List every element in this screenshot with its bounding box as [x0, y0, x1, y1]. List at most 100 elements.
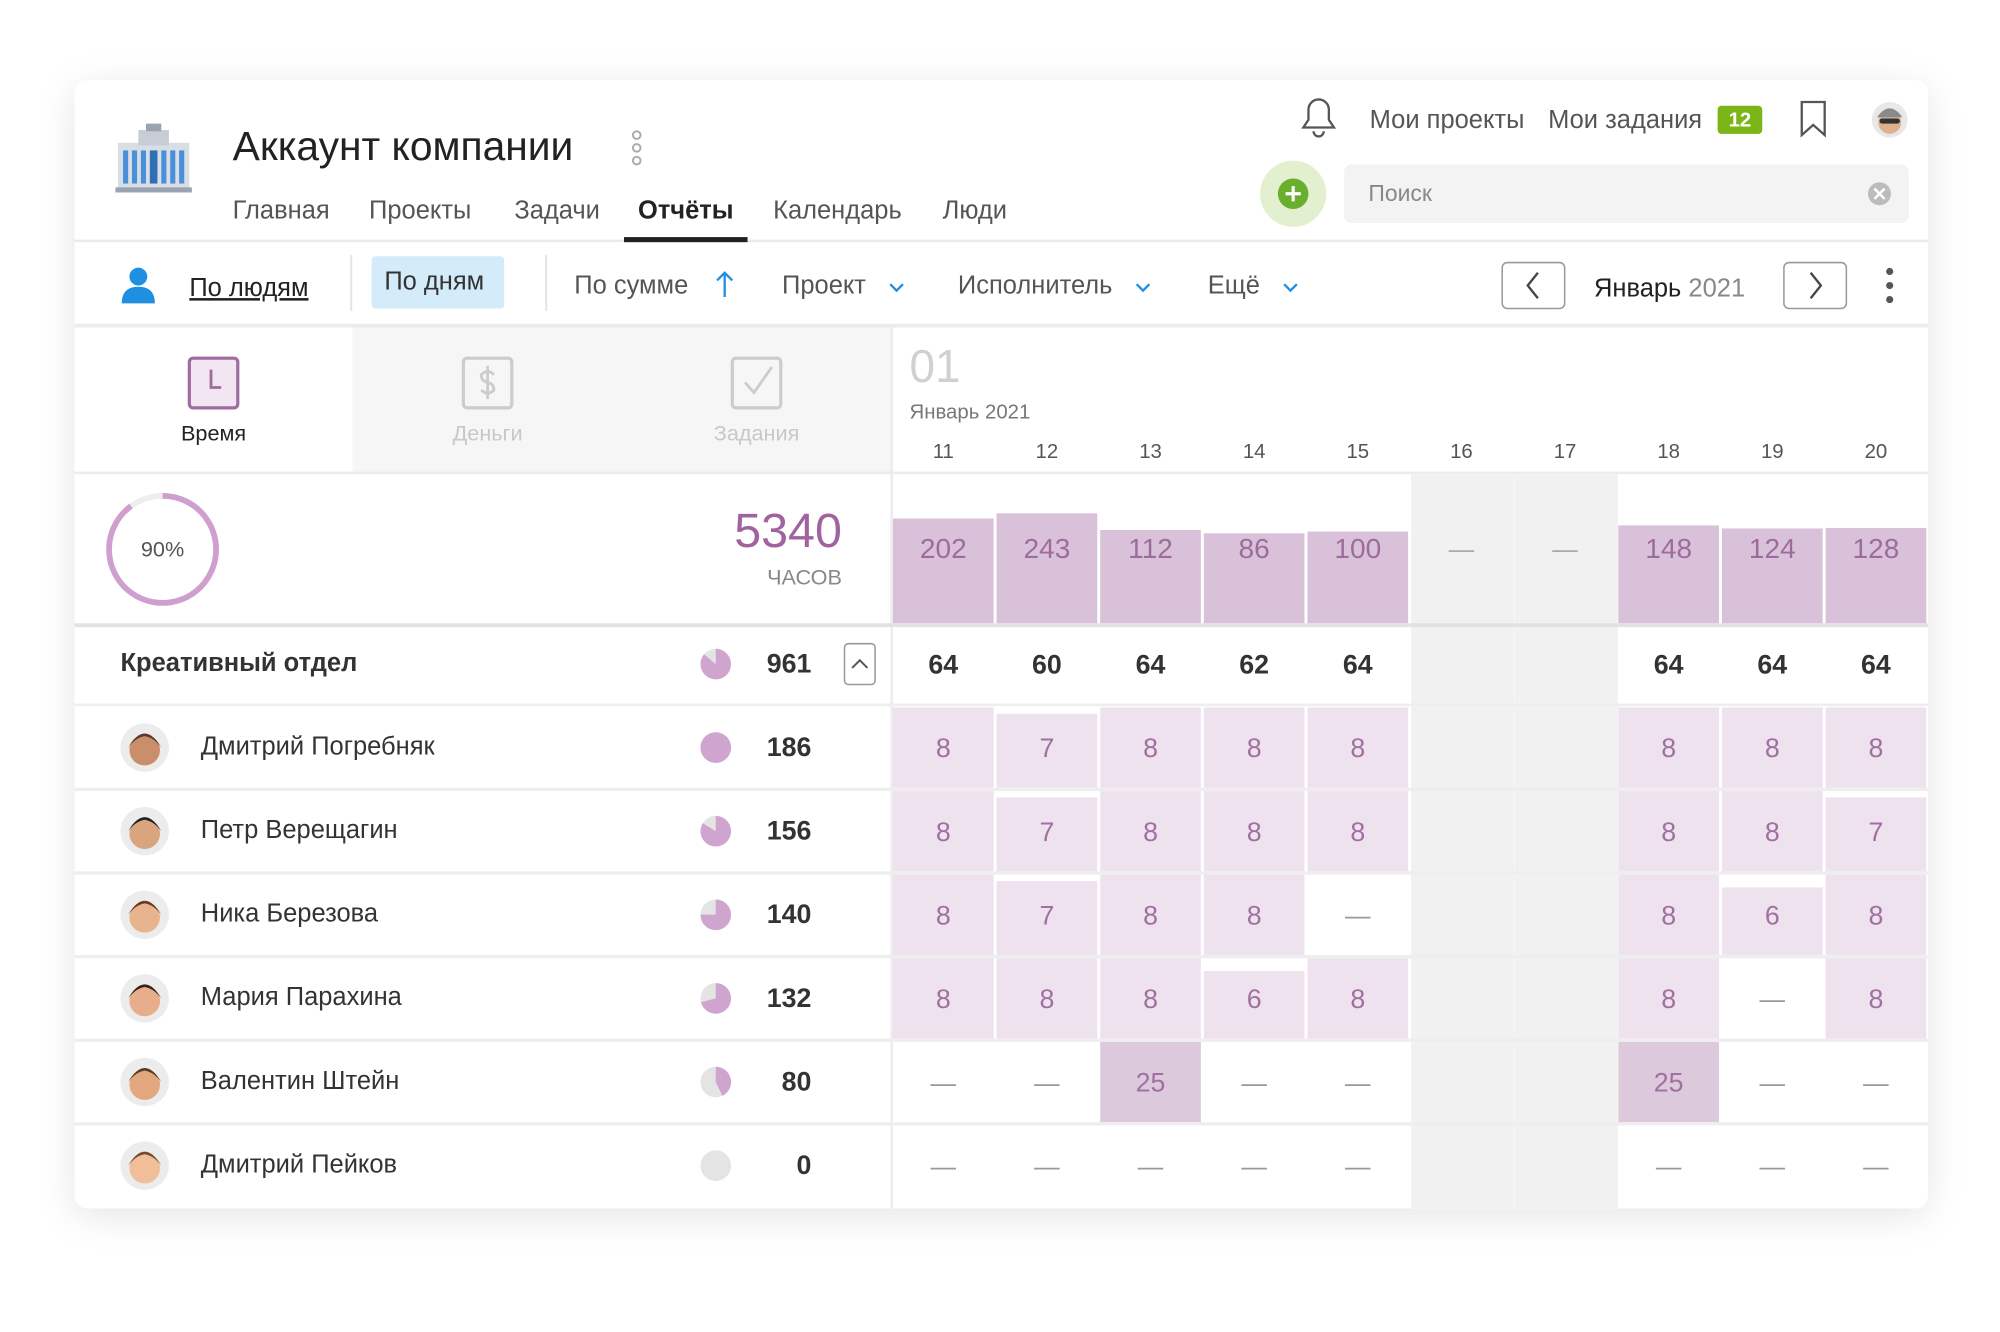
hours-value: 8: [1661, 817, 1676, 847]
hours-cell[interactable]: [1618, 707, 1720, 788]
hours-cell[interactable]: [1203, 791, 1305, 872]
person-name[interactable]: Дмитрий Погребняк: [201, 732, 436, 760]
nav-item[interactable]: Отчёты: [638, 196, 734, 224]
hours-value: 8: [936, 900, 951, 930]
tasks-badge-bg: [1717, 105, 1763, 134]
nav-item[interactable]: Люди: [943, 196, 1007, 224]
daily-total: 124: [1749, 533, 1796, 564]
empty-cell: —: [1760, 1153, 1786, 1181]
hours-cell[interactable]: [996, 797, 1098, 872]
avatar-face: [129, 1152, 161, 1184]
my-projects-link[interactable]: Мои проекты: [1370, 106, 1525, 134]
hours-value: 6: [1247, 984, 1262, 1014]
hours-cell[interactable]: [1307, 707, 1409, 788]
person-share-pie-bg: [700, 1150, 732, 1181]
day-label: 18: [1657, 441, 1680, 463]
sort-by-sum[interactable]: По сумме: [574, 272, 688, 300]
hours-cell[interactable]: [1307, 791, 1409, 872]
hours-cell[interactable]: [1203, 971, 1305, 1039]
filter-dropdown[interactable]: Исполнитель: [958, 272, 1113, 300]
company-title: Аккаунт компании: [233, 123, 574, 169]
day-label: 20: [1865, 441, 1888, 463]
hours-cell[interactable]: [892, 874, 994, 955]
hours-value: 7: [1039, 817, 1054, 847]
daily-total: 202: [920, 533, 967, 564]
row-divider: [74, 871, 1928, 875]
hours-cell[interactable]: [996, 881, 1098, 955]
hours-cell[interactable]: [1825, 797, 1927, 872]
filter-dropdown[interactable]: Ещё: [1208, 272, 1260, 300]
tasks-badge: 12: [1729, 109, 1752, 131]
hours-cell[interactable]: [1721, 791, 1823, 872]
notifications-icon[interactable]: [1301, 98, 1337, 138]
search-box[interactable]: [1344, 164, 1909, 224]
hours-cell[interactable]: [1618, 958, 1720, 1039]
hours-cell[interactable]: [1100, 958, 1201, 1039]
hours-cell[interactable]: [1100, 1041, 1201, 1123]
tab-label[interactable]: Деньги: [453, 420, 523, 445]
day-label: 19: [1761, 441, 1784, 463]
hours-cell[interactable]: [1203, 707, 1305, 788]
person-name[interactable]: Ника Березова: [201, 900, 379, 928]
progress-label: 90%: [141, 536, 184, 561]
nav-item[interactable]: Главная: [233, 196, 330, 224]
bookmark-icon[interactable]: [1800, 100, 1826, 138]
my-tasks-link[interactable]: Мои задания: [1548, 106, 1702, 134]
empty-cell: —: [1241, 1153, 1267, 1181]
hours-cell[interactable]: [1825, 958, 1927, 1039]
more-menu[interactable]: [1886, 267, 1894, 304]
hours-cell[interactable]: [1618, 874, 1720, 955]
tab-label[interactable]: Время: [181, 420, 246, 445]
person-name[interactable]: Петр Верещагин: [201, 816, 398, 844]
hours-cell[interactable]: [1825, 707, 1927, 788]
hours-cell[interactable]: [892, 791, 994, 872]
avatar-face: [129, 902, 161, 933]
hours-cell[interactable]: [892, 707, 994, 788]
hours-cell[interactable]: [1100, 791, 1201, 872]
row-divider: [74, 703, 1928, 707]
nav-item[interactable]: Календарь: [773, 196, 902, 224]
hours-cell[interactable]: [1100, 707, 1201, 788]
hours-cell[interactable]: [1618, 791, 1720, 872]
hours-cell[interactable]: [1100, 874, 1201, 955]
hours-cell[interactable]: [996, 958, 1098, 1039]
title-menu[interactable]: [631, 130, 642, 166]
next-period[interactable]: [1783, 261, 1848, 310]
person-name[interactable]: Дмитрий Пейков: [201, 1150, 397, 1178]
hours-cell[interactable]: [1618, 1041, 1720, 1123]
group-share-pie: [700, 648, 732, 680]
user-avatar[interactable]: [1871, 101, 1908, 138]
group-day-total: 64: [1654, 650, 1684, 680]
person-name[interactable]: Валентин Штейн: [201, 1067, 400, 1095]
by-days-button-bg[interactable]: [371, 256, 505, 309]
hours-cell[interactable]: [1721, 707, 1823, 788]
hours-cell[interactable]: [1203, 874, 1305, 955]
filter-dropdown[interactable]: Проект: [782, 272, 866, 300]
row-divider: [74, 1038, 1928, 1042]
prev-icon: [1526, 272, 1539, 299]
day-label: 12: [1036, 441, 1059, 463]
hours-cell[interactable]: [1307, 958, 1409, 1039]
nav-item[interactable]: Задачи: [514, 196, 600, 224]
group-day-total: 64: [928, 650, 958, 680]
prev-period[interactable]: [1501, 261, 1566, 310]
daily-total: 148: [1645, 533, 1692, 564]
hours-cell[interactable]: [1721, 887, 1823, 955]
hours-cell[interactable]: [1825, 874, 1927, 955]
sort-arrow: [716, 271, 734, 297]
weekend-column: [1411, 474, 1515, 1209]
avatar-hair: [128, 733, 162, 748]
nav-item[interactable]: Проекты: [369, 196, 471, 224]
person-share-pie: [715, 1066, 732, 1096]
hours-cell[interactable]: [996, 713, 1098, 788]
tab-icon-glyph: [479, 365, 496, 399]
hours-cell[interactable]: [892, 958, 994, 1039]
by-days-button[interactable]: По дням: [384, 268, 484, 296]
toolbar-divider: [74, 323, 1928, 328]
by-people-link[interactable]: По людям: [189, 274, 308, 302]
tab-label[interactable]: Задания: [714, 420, 800, 445]
left-panel-divider: [890, 327, 893, 1209]
collapse-button[interactable]: [843, 642, 876, 686]
person-name[interactable]: Мария Парахина: [201, 983, 403, 1011]
period-month: Январь: [1594, 274, 1681, 302]
